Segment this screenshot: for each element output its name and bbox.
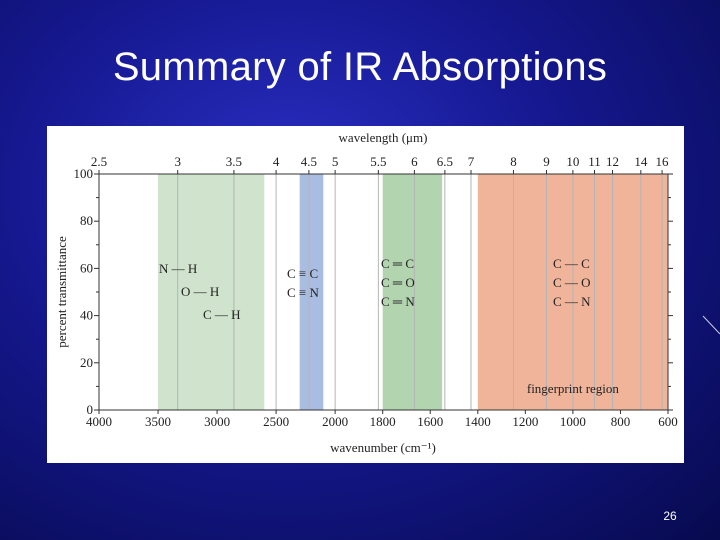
bottom-tick-label: 1000	[560, 414, 586, 429]
bottom-tick-label: 3500	[145, 414, 171, 429]
top-tick-label: 8	[510, 154, 517, 169]
y-tick-label: 40	[80, 308, 93, 323]
y-tick-label: 80	[80, 213, 93, 228]
bond-label-double-bonds: C ═ N	[381, 294, 415, 309]
top-tick-label: 7	[468, 154, 475, 169]
top-tick-label: 10	[566, 154, 579, 169]
top-tick-label: 6.5	[437, 154, 453, 169]
top-tick-label: 16	[656, 154, 670, 169]
bond-label-single-bonds-to-H: N — H	[159, 261, 197, 276]
bond-label-double-bonds: C ═ O	[381, 275, 415, 290]
top-tick-label: 4	[273, 154, 280, 169]
bottom-tick-label: 4000	[86, 414, 112, 429]
slide-title: Summary of IR Absorptions	[112, 45, 608, 89]
chart-canvas: 2.5 3 3.5 4 4.5 5 5.5 6 6.5 7 8 9 10 11 12 14 16 4000 3500…	[54, 130, 678, 455]
bond-label-single-bonds-to-H: O — H	[181, 284, 219, 299]
top-tick-label: 14	[634, 154, 648, 169]
bond-label-fingerprint: C — O	[553, 275, 591, 290]
top-tick-label: 3	[174, 154, 181, 169]
top-tick-label: 2.5	[91, 154, 107, 169]
fingerprint-region-caption: fingerprint region	[527, 381, 620, 396]
top-axis-label: wavelength (μm)	[339, 130, 428, 145]
bottom-tick-label: 2500	[263, 414, 289, 429]
bond-label-single-bonds-to-H: C — H	[203, 307, 241, 322]
bond-label-fingerprint: C — C	[553, 256, 590, 271]
bottom-tick-label: 2000	[322, 414, 348, 429]
top-tick-label: 9	[543, 154, 550, 169]
bottom-tick-label: 1800	[370, 414, 396, 429]
band-single-bonds-to-H	[158, 174, 265, 410]
bond-label-double-bonds: C ═ C	[381, 256, 414, 271]
y-tick-label: 60	[80, 260, 93, 275]
bottom-tick-label: 800	[611, 414, 631, 429]
bottom-tick-label: 1600	[417, 414, 443, 429]
slide-number: 26	[663, 509, 677, 523]
bond-label-fingerprint: C — N	[553, 294, 591, 309]
bond-label-triple-bonds: C ≡ C	[287, 266, 318, 281]
top-tick-label: 5	[332, 154, 339, 169]
bottom-tick-label: 1400	[465, 414, 491, 429]
bottom-tick-label: 600	[658, 414, 678, 429]
y-tick-label: 20	[80, 355, 93, 370]
y-axis-label: percent transmittance	[54, 236, 69, 348]
y-tick-label: 0	[87, 402, 94, 417]
top-tick-label: 3.5	[226, 154, 242, 169]
top-tick-label: 4.5	[301, 154, 317, 169]
bond-label-triple-bonds: C ≡ N	[287, 285, 320, 300]
ir-absorption-chart: 2.5 3 3.5 4 4.5 5 5.5 6 6.5 7 8 9 10 11 12 14 16 4000 3500…	[47, 126, 684, 463]
absorption-bands	[158, 174, 668, 410]
band-labels: N — H O — H C — H C ≡ C C ≡ N C ═ C C ═ O C ═ N…	[159, 256, 619, 396]
bottom-tick-label: 3000	[204, 414, 230, 429]
band-triple-bonds	[299, 174, 324, 410]
bottom-tick-label: 1200	[512, 414, 538, 429]
top-tick-label: 6	[411, 154, 418, 169]
top-tick-label: 5.5	[370, 154, 386, 169]
top-tick-label: 12	[606, 154, 619, 169]
tick-labels: 2.5 3 3.5 4 4.5 5 5.5 6 6.5 7 8 9 10 11 12 14 16 4000 3500…	[74, 154, 678, 429]
y-tick-label: 100	[74, 166, 94, 181]
top-tick-label: 11	[588, 154, 601, 169]
bottom-axis-label: wavenumber (cm⁻¹)	[330, 440, 436, 455]
band-double-bonds	[382, 174, 443, 410]
